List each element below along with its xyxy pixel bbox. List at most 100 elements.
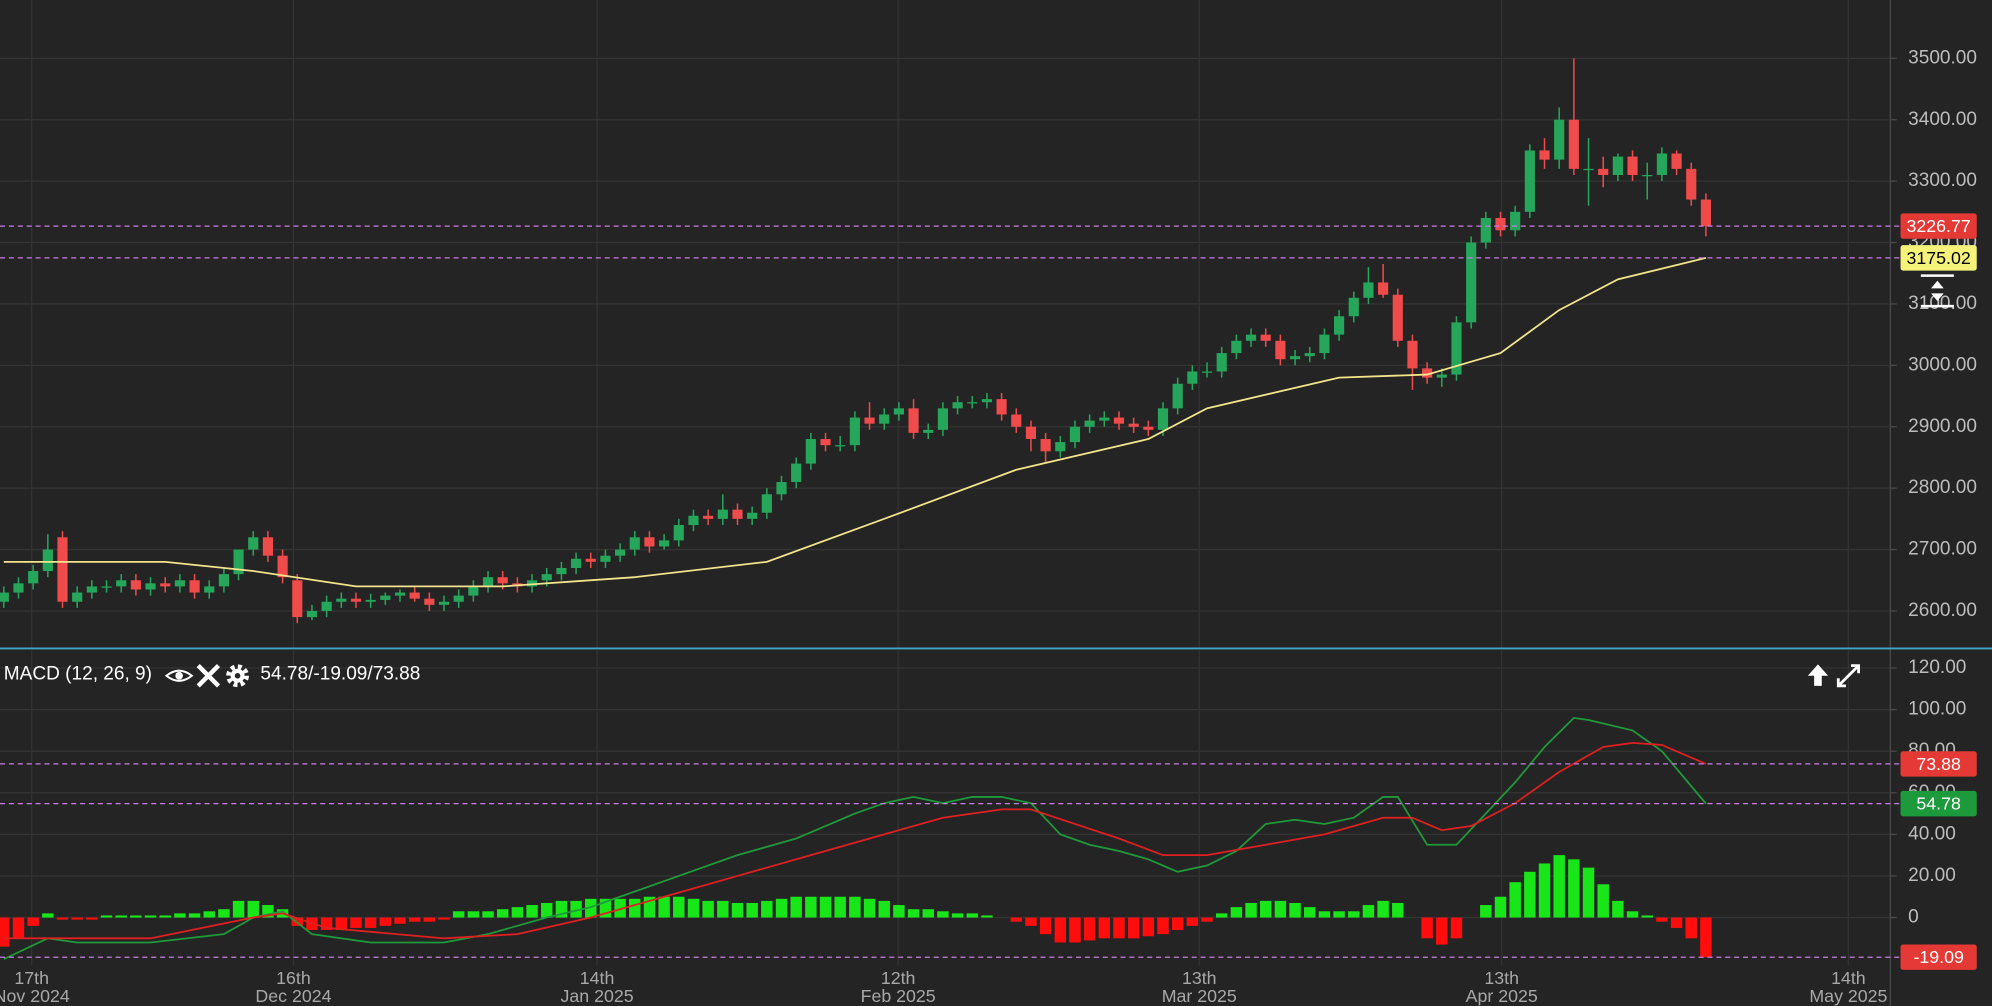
- eye-icon[interactable]: [164, 669, 194, 682]
- histogram-bar: [541, 902, 553, 918]
- candle-body: [233, 549, 244, 575]
- x-tick-sublabel: Dec 2024: [255, 986, 331, 1006]
- histogram-bar: [1377, 900, 1389, 918]
- move-up-icon[interactable]: [1807, 664, 1829, 686]
- candle-body: [101, 586, 112, 588]
- x-tick-label: 17th: [14, 968, 49, 988]
- scale-handle-icon[interactable]: [1920, 274, 1954, 308]
- remove-icon[interactable]: [196, 664, 221, 688]
- candle-body: [1524, 150, 1535, 212]
- histogram-bar: [1656, 917, 1668, 922]
- indicator-title: MACD (12, 26, 9): [4, 664, 152, 685]
- histogram-bar: [1450, 917, 1463, 939]
- histogram-bar: [937, 911, 949, 918]
- candle-body: [1334, 316, 1345, 335]
- price-label: 54.78: [1916, 794, 1961, 814]
- histogram-bar: [1171, 917, 1184, 931]
- histogram-bar: [951, 913, 964, 918]
- candle-body: [967, 402, 978, 404]
- histogram-bar: [1127, 917, 1140, 939]
- candle-body: [1686, 168, 1697, 200]
- candle-body: [541, 574, 552, 581]
- candle-body: [629, 537, 640, 550]
- candle-body: [1216, 353, 1227, 372]
- candle-body: [585, 558, 596, 562]
- histogram-bar: [1436, 917, 1448, 945]
- histogram-bar: [717, 900, 729, 918]
- x-tick-sublabel: Feb 2025: [861, 986, 936, 1006]
- candle-body: [1480, 217, 1491, 243]
- candle-body: [556, 567, 567, 575]
- candle-body: [1627, 156, 1638, 175]
- histogram-bar: [1597, 884, 1609, 918]
- candle-body: [1700, 199, 1712, 227]
- candle-body: [380, 595, 391, 600]
- candle-body: [776, 482, 787, 495]
- histogram-bar: [1421, 917, 1433, 939]
- candle-body: [1231, 340, 1242, 354]
- candle-body: [1348, 297, 1359, 317]
- histogram-bar: [1274, 900, 1287, 918]
- candle-body: [86, 586, 97, 593]
- candle-body: [42, 549, 53, 572]
- histogram-bar: [188, 913, 201, 918]
- candle-body: [262, 537, 274, 556]
- candle-body: [409, 592, 420, 599]
- histogram-bar: [1685, 917, 1697, 939]
- y-tick-label: 20.00: [1908, 865, 1956, 886]
- candle-body: [1378, 282, 1389, 295]
- candle-body: [1319, 334, 1330, 354]
- histogram-bar: [805, 896, 817, 918]
- x-tick-sublabel: Nov 2024: [0, 986, 70, 1006]
- y-tick-label: 3300.00: [1908, 170, 1977, 191]
- expand-icon[interactable]: [1836, 664, 1861, 688]
- price-plot: [0, 58, 1712, 624]
- candle-body: [952, 402, 963, 409]
- histogram-bar: [834, 896, 846, 918]
- y-tick-label: 100.00: [1908, 699, 1966, 720]
- histogram-bar: [1494, 896, 1507, 918]
- histogram-bar: [1025, 917, 1037, 926]
- histogram-bar: [629, 898, 641, 918]
- candle-body: [292, 580, 303, 618]
- candle-body: [717, 509, 728, 519]
- histogram-bar: [438, 917, 450, 920]
- candle-body: [703, 515, 714, 519]
- histogram-bar: [1083, 917, 1096, 941]
- histogram-bar: [555, 900, 568, 918]
- candle-body: [1055, 442, 1066, 452]
- candle-body: [1157, 408, 1169, 430]
- histogram-bar: [981, 915, 993, 918]
- candle-body: [1304, 353, 1315, 357]
- histogram-bar: [467, 911, 480, 918]
- candle-body: [1466, 242, 1477, 323]
- histogram-bar: [614, 898, 626, 918]
- candle-body: [72, 592, 83, 602]
- histogram-bar: [1142, 917, 1155, 937]
- candle-body: [1422, 368, 1433, 378]
- settings-icon[interactable]: [226, 664, 249, 688]
- candle-body: [1510, 211, 1521, 231]
- histogram-bar: [775, 898, 788, 918]
- x-tick-label: 12th: [881, 968, 916, 988]
- histogram-bar: [1670, 917, 1683, 928]
- histogram-bar: [893, 905, 905, 918]
- candle-body: [336, 598, 347, 602]
- histogram-bar: [1230, 907, 1243, 918]
- candle-body: [1539, 150, 1550, 160]
- candle-body: [1289, 356, 1301, 360]
- histogram-bar: [130, 915, 142, 918]
- candle-body: [174, 580, 185, 587]
- y-tick-label: 2900.00: [1908, 416, 1977, 437]
- histogram-bar: [790, 896, 802, 918]
- histogram-bar: [71, 917, 83, 920]
- candle-body: [116, 580, 127, 587]
- histogram-bar: [350, 917, 362, 928]
- candle-body: [908, 408, 919, 433]
- candle-body: [453, 595, 464, 602]
- x-tick-sublabel: Jan 2025: [561, 986, 634, 1006]
- candle-body: [1568, 119, 1579, 169]
- histogram-bar: [144, 915, 157, 918]
- histogram-bar: [1113, 917, 1125, 939]
